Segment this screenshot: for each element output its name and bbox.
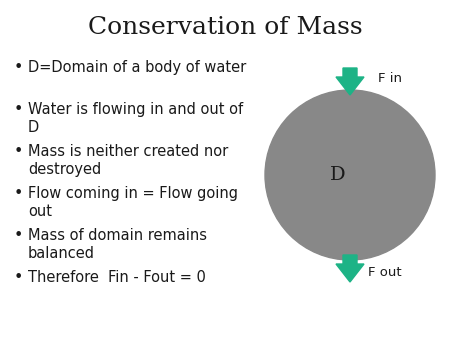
Text: Water is flowing in and out of
D: Water is flowing in and out of D <box>28 102 243 135</box>
FancyArrow shape <box>336 68 364 95</box>
Text: Conservation of Mass: Conservation of Mass <box>88 17 362 40</box>
Circle shape <box>265 90 435 260</box>
Text: •: • <box>14 186 22 201</box>
FancyArrow shape <box>336 255 364 282</box>
Text: D: D <box>330 166 346 184</box>
Text: Mass is neither created nor
destroyed: Mass is neither created nor destroyed <box>28 144 228 177</box>
Text: Mass of domain remains
balanced: Mass of domain remains balanced <box>28 228 207 261</box>
Text: Flow coming in = Flow going
out: Flow coming in = Flow going out <box>28 186 238 219</box>
Text: •: • <box>14 270 22 285</box>
Text: F out: F out <box>368 266 401 279</box>
Text: Therefore  Fin - Fout = 0: Therefore Fin - Fout = 0 <box>28 270 206 285</box>
Text: D=Domain of a body of water: D=Domain of a body of water <box>28 60 246 75</box>
Text: •: • <box>14 102 22 117</box>
Text: F in: F in <box>378 72 402 84</box>
Text: •: • <box>14 60 22 75</box>
Text: •: • <box>14 144 22 159</box>
Text: •: • <box>14 228 22 243</box>
